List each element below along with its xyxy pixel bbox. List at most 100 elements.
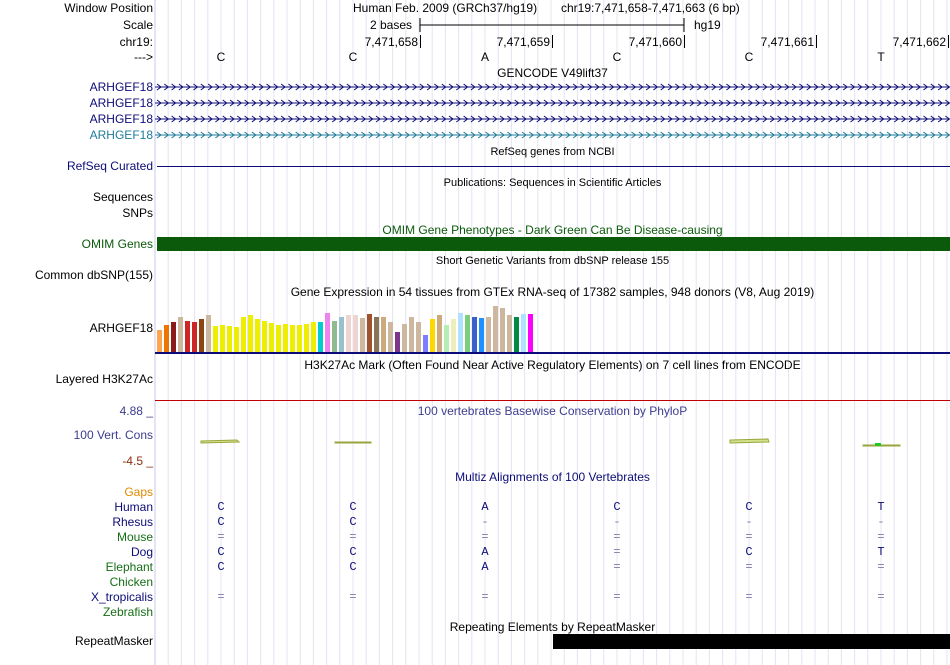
gtex-tissue-bar[interactable] (206, 315, 211, 352)
gtex-tissue-bar[interactable] (465, 315, 470, 352)
gtex-tissue-bar[interactable] (171, 322, 176, 352)
gencode-gene-line[interactable] (155, 98, 950, 108)
gtex-bar-chart[interactable] (157, 300, 537, 352)
gtex-tissue-bar[interactable] (164, 325, 169, 352)
gencode-gene-label[interactable]: ARHGEF18 (89, 96, 153, 110)
gtex-tissue-bar[interactable] (157, 330, 162, 352)
gtex-tissue-bar[interactable] (255, 319, 260, 352)
gtex-tissue-bar[interactable] (192, 322, 197, 352)
h3k27ac-track-label[interactable]: Layered H3K27Ac (55, 372, 153, 386)
alignment-base: = (745, 530, 753, 544)
species-label[interactable]: Rhesus (112, 515, 153, 529)
species-label[interactable]: Dog (130, 545, 153, 559)
gtex-tissue-bar[interactable] (283, 324, 288, 352)
omim-track-title: OMIM Gene Phenotypes - Dark Green Can Be… (382, 223, 723, 237)
gtex-tissue-bar[interactable] (346, 315, 351, 352)
h3k27ac-baseline (155, 400, 950, 401)
sequences-track-label[interactable]: Sequences (92, 190, 153, 204)
ruler-position-label: 7,471,662 (892, 35, 946, 49)
gtex-tissue-bar[interactable] (290, 325, 295, 352)
repeatmasker-track-label[interactable]: RepeatMasker (74, 634, 153, 648)
gtex-tissue-bar[interactable] (241, 317, 246, 352)
gtex-tissue-bar[interactable] (423, 335, 428, 352)
gtex-tissue-bar[interactable] (262, 321, 267, 352)
species-label[interactable]: Chicken (109, 575, 153, 589)
species-label[interactable]: Elephant (105, 560, 153, 574)
repeatmasker-element[interactable] (553, 634, 950, 649)
strand-label: ---> (134, 50, 153, 64)
gtex-tissue-bar[interactable] (220, 325, 225, 352)
dbsnp-track-label[interactable]: Common dbSNP(155) (34, 268, 153, 282)
gtex-tissue-bar[interactable] (444, 325, 449, 352)
gtex-tissue-bar[interactable] (227, 326, 232, 352)
gtex-tissue-bar[interactable] (500, 308, 505, 352)
alignment-base: C (613, 500, 621, 514)
gtex-tissue-bar[interactable] (479, 318, 484, 352)
gtex-tissue-bar[interactable] (332, 321, 337, 352)
gencode-gene-line[interactable] (155, 82, 950, 92)
gtex-tissue-bar[interactable] (437, 315, 442, 352)
gtex-tissue-bar[interactable] (528, 314, 533, 352)
gtex-tissue-bar[interactable] (374, 317, 379, 352)
gtex-tissue-bar[interactable] (318, 322, 323, 352)
gencode-gene-line[interactable] (155, 130, 950, 140)
snps-track-label[interactable]: SNPs (122, 206, 153, 220)
species-label[interactable]: Mouse (116, 530, 153, 544)
gtex-tissue-bar[interactable] (493, 306, 498, 352)
gtex-tissue-bar[interactable] (402, 324, 407, 352)
multiz-track-title: Multiz Alignments of 100 Vertebrates (455, 470, 650, 484)
refseq-gene-line[interactable] (157, 166, 950, 167)
gtex-tissue-bar[interactable] (234, 327, 239, 352)
gtex-tissue-bar[interactable] (353, 315, 358, 352)
refseq-track-title: RefSeq genes from NCBI (490, 146, 615, 158)
gencode-gene-label[interactable]: ARHGEF18 (89, 128, 153, 142)
alignment-base: C (745, 500, 753, 514)
gtex-tissue-bar[interactable] (430, 319, 435, 352)
conservation-track-title: 100 vertebrates Basewise Conservation by… (417, 404, 688, 418)
gtex-tissue-bar[interactable] (409, 317, 414, 352)
gtex-tissue-bar[interactable] (360, 318, 365, 352)
gtex-tissue-bar[interactable] (451, 319, 456, 352)
gtex-tissue-bar[interactable] (185, 321, 190, 352)
gencode-gene-line[interactable] (155, 114, 950, 124)
scale-db: hg19 (694, 18, 721, 32)
gtex-track-label[interactable]: ARHGEF18 (89, 321, 153, 335)
species-label[interactable]: Human (114, 500, 153, 514)
gtex-tissue-bar[interactable] (381, 317, 386, 352)
alignment-base: - (877, 515, 885, 529)
gtex-tissue-bar[interactable] (199, 319, 204, 352)
gtex-tissue-bar[interactable] (311, 322, 316, 352)
species-label[interactable]: X_tropicalis (90, 590, 153, 604)
phylop-signal[interactable] (155, 430, 950, 455)
gtex-tissue-bar[interactable] (367, 314, 372, 352)
gtex-tissue-bar[interactable] (304, 324, 309, 352)
conservation-track-label[interactable]: 100 Vert. Cons (73, 428, 153, 442)
gtex-tissue-bar[interactable] (325, 313, 330, 352)
gtex-tissue-bar[interactable] (486, 317, 491, 352)
omim-track-label[interactable]: OMIM Genes (81, 237, 153, 251)
gtex-tissue-bar[interactable] (395, 332, 400, 352)
omim-gene-bar[interactable] (157, 237, 950, 251)
gtex-tissue-bar[interactable] (213, 326, 218, 352)
gtex-tissue-bar[interactable] (269, 323, 274, 352)
gencode-gene-label[interactable]: ARHGEF18 (89, 80, 153, 94)
gtex-tissue-bar[interactable] (472, 317, 477, 352)
gtex-tissue-bar[interactable] (248, 315, 253, 352)
repeatmasker-track-title: Repeating Elements by RepeatMasker (449, 620, 656, 634)
gtex-tissue-bar[interactable] (507, 315, 512, 352)
alignment-base: = (217, 590, 225, 604)
species-label[interactable]: Zebrafish (102, 605, 153, 619)
gtex-tissue-bar[interactable] (339, 317, 344, 352)
gtex-tissue-bar[interactable] (514, 317, 519, 352)
ruler-position-label: 7,471,661 (760, 35, 814, 49)
gencode-gene-label[interactable]: ARHGEF18 (89, 112, 153, 126)
dbsnp-track-title: Short Genetic Variants from dbSNP releas… (435, 255, 670, 267)
gtex-tissue-bar[interactable] (416, 322, 421, 352)
gtex-tissue-bar[interactable] (521, 314, 526, 352)
gtex-tissue-bar[interactable] (458, 313, 463, 352)
gtex-tissue-bar[interactable] (178, 317, 183, 352)
gtex-tissue-bar[interactable] (276, 325, 281, 352)
gtex-tissue-bar[interactable] (297, 325, 302, 352)
refseq-track-label[interactable]: RefSeq Curated (66, 159, 153, 173)
gtex-tissue-bar[interactable] (388, 322, 393, 352)
